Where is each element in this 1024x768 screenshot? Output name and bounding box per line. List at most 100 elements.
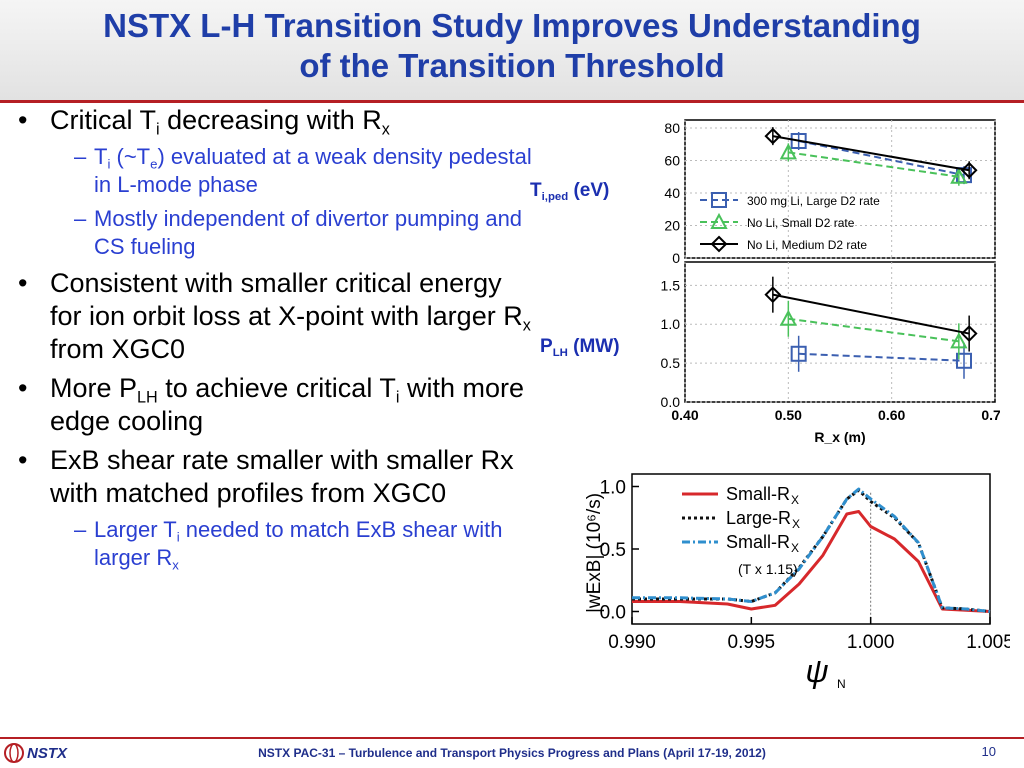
legend-subscript: X [791,493,799,507]
plh-series-line [788,317,959,343]
logo-ellipse-icon [9,743,19,763]
bullet-exb-shear: • ExB shear rate smaller with smaller Rx… [14,444,534,510]
text: (MW) [567,336,620,357]
text: decreasing with R [159,105,382,135]
plh-tick-label: 1.5 [661,277,681,293]
plh-panel-frame [684,261,996,403]
wexb-x-tick-label: 0.995 [728,632,776,653]
legend-label: Small-R [726,532,790,552]
text: ) evaluated at a weak density pedestal i… [94,144,532,197]
ti-data-point [764,127,782,145]
rx-axis: 0.40 0.50 0.60 0.70 R_x (m) [671,407,1000,445]
legend-label: Small-R [726,484,790,504]
ti-data-point [950,167,968,184]
bullet-dot-icon: • [18,268,28,298]
legend-subscript: X [791,541,799,555]
plh-tick-label: 0.5 [661,355,681,371]
subscript: x [381,120,390,139]
ti-tick-label: 20 [664,218,680,234]
ti-tick-label: 40 [664,185,680,201]
bullet-list: • Critical Ti decreasing with Rx – Ti (~… [14,104,534,578]
wexb-x-tick-label: 1.005 [966,632,1010,653]
legend-label: 300 mg Li, Large D2 rate [747,194,880,208]
subscript: e [150,156,158,172]
plh-data-point [960,325,978,342]
rx-axis-title: R_x (m) [814,429,865,445]
slide-title: NSTX L-H Transition Study Improves Under… [0,6,1024,86]
plh-series-line [772,293,970,335]
subscript: i [395,388,400,407]
ti-tick-label: 60 [664,153,680,169]
title-divider [0,100,1024,103]
legend-marker [710,212,728,229]
ti-series-line [798,140,965,177]
ti-panel-frame [684,119,996,259]
legend-label: No Li, Medium D2 rate [747,238,867,252]
text: T [530,180,542,201]
dash-icon: – [74,517,87,542]
text: ExB shear rate smaller with smaller Rx w… [50,445,514,508]
title-line-1: NSTX L-H Transition Study Improves Under… [103,7,921,44]
title-bar: NSTX L-H Transition Study Improves Under… [0,0,1024,100]
text: Critical T [50,105,157,135]
ti-tick-label: 80 [664,120,680,136]
text: Consistent with smaller critical energy … [50,268,523,331]
rx-tick-label: 0.50 [775,407,802,423]
text: More P [50,373,138,403]
title-line-2: of the Transition Threshold [299,47,725,84]
subscript: LH [137,388,158,407]
text: T [94,144,108,169]
subscript: i [107,156,111,172]
rx-tick-label: 0.40 [671,407,698,423]
subscript: i [176,529,180,545]
wexb-x-axis-title: ψ [805,653,828,689]
wexb-x-axis-subscript: N [837,677,846,691]
rx-tick-label: 0.70 [981,407,1000,423]
wexb-y-tick-label: 1.0 [600,478,626,499]
subbullet-independent: – Mostly independent of divertor pumping… [14,205,534,261]
subscript: i [156,120,160,139]
plh-panel: 0.0 0.5 1.0 1.5 [661,261,996,410]
wexb-series-line [632,487,991,613]
plh-data-point [790,345,807,362]
footer: NSTX NSTX PAC-31 – Turbulence and Transp… [0,740,1024,768]
ti-tick-label: 0 [672,250,680,266]
wexb-y-tick-label: 0.0 [600,603,626,624]
page-number: 10 [981,744,996,759]
text: needed to match ExB shear with larger R [94,517,503,570]
bullet-dot-icon: • [18,373,28,403]
dash-icon: – [74,144,87,169]
text: Mostly independent of divertor pumping a… [94,206,523,259]
ti-series-line [772,135,970,172]
legend-label: Large-R [726,508,791,528]
ti-plh-vs-rx-figure: 0 20 40 60 80 0.0 0.5 1.0 1.5 300 mg Li, Large … [661,119,1000,445]
wexb-y-axis-title: |wExB| (10⁶/s) [584,493,605,613]
text: Larger T [94,517,177,542]
legend-subscript: X [792,517,800,531]
text: from XGC0 [50,334,186,364]
wexb-series-line [632,510,991,613]
logo-text: NSTX [27,745,68,762]
subscript: x [172,557,179,573]
text: with more edge cooling [50,373,524,436]
plh-tick-label: 1.0 [661,316,681,332]
text: P [540,336,553,357]
legend-annotation: (T x 1.15) [738,561,798,577]
subbullet-larger-ti: – Larger Ti needed to match ExB shear wi… [14,516,534,572]
plh-data-point [950,332,968,349]
legend-marker [710,235,728,253]
subscript: i,ped [541,190,569,203]
text: (eV) [568,180,610,201]
legend-label: No Li, Small D2 rate [747,216,855,230]
plh-series-line [798,352,965,362]
subbullet-ti-evaluated: – Ti (~Te) evaluated at a weak density p… [14,143,534,199]
plh-data-point [764,286,782,304]
rx-tick-label: 0.60 [878,407,905,423]
plh-axis-label: PLH (MW) [540,336,620,359]
nstx-logo: NSTX [4,743,68,763]
ti-series-line [788,151,959,178]
bullet-more-plh: • More PLH to achieve critical Ti with m… [14,372,534,438]
ti-data-point [779,143,798,160]
